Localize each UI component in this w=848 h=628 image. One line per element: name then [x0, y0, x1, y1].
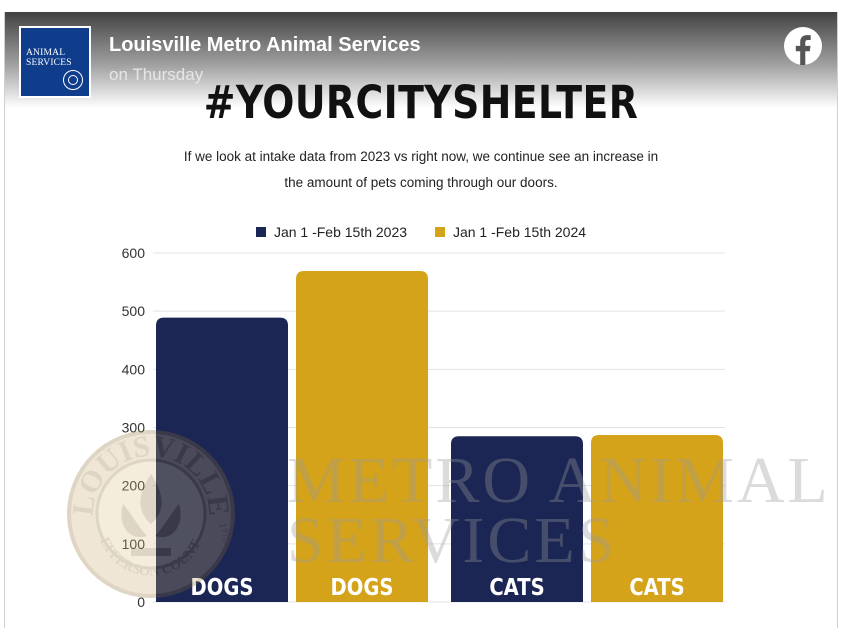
org-logo[interactable]: ANIMAL SERVICES [19, 26, 91, 98]
post-card: 0 100 200 300 400 500 600 DOGS DOGS CATS CATS LOUI… [4, 12, 838, 628]
org-logo-text: ANIMAL SERVICES [26, 48, 72, 68]
bar-1 [156, 317, 288, 602]
legend-item-2023: Jan 1 -Feb 15th 2023 [255, 224, 408, 240]
y-tick-label-0: 0 [137, 594, 145, 610]
legend-item-2024: Jan 1 -Feb 15th 2024 [434, 224, 587, 240]
bar-label-2: DOGS [331, 575, 394, 602]
bar-label-3: CATS [489, 575, 544, 602]
org-logo-line2: SERVICES [26, 58, 72, 68]
legend-label-2023: Jan 1 -Feb 15th 2023 [273, 224, 408, 240]
bar-label-1: DOGS [191, 575, 254, 602]
org-logo-line1: ANIMAL [26, 48, 66, 58]
y-tick-label-100: 100 [122, 536, 146, 552]
y-tick-label-200: 200 [122, 478, 146, 494]
bar-2 [296, 271, 428, 602]
post-timestamp[interactable]: on Thursday [109, 65, 204, 84]
facebook-icon[interactable] [784, 27, 822, 65]
subtitle-line-2: the amount of pets coming through our do… [284, 175, 558, 190]
org-logo-seal-icon [63, 70, 83, 90]
legend-swatch-2023 [255, 227, 266, 238]
y-tick-label-600: 600 [122, 245, 146, 261]
org-name-link[interactable]: Louisville Metro Animal Services [109, 34, 421, 56]
legend-swatch-2024 [434, 227, 445, 238]
post-header-overlay [5, 12, 837, 108]
chart-legend: Jan 1 -Feb 15th 2023 Jan 1 -Feb 15th 202… [5, 224, 837, 240]
legend-label-2024: Jan 1 -Feb 15th 2024 [452, 224, 587, 240]
bar-label-4: CATS [629, 575, 684, 602]
y-tick-label-500: 500 [122, 303, 146, 319]
bar-3 [451, 436, 583, 602]
subtitle-line-1: If we look at intake data from 2023 vs r… [183, 149, 659, 164]
y-tick-label-300: 300 [122, 420, 146, 436]
headline: #YOURCITYSHELTER [203, 76, 639, 129]
bar-4 [591, 435, 723, 602]
y-tick-label-400: 400 [122, 361, 146, 377]
bar-chart: 0 100 200 300 400 500 600 DOGS DOGS CATS CATS [122, 245, 725, 610]
